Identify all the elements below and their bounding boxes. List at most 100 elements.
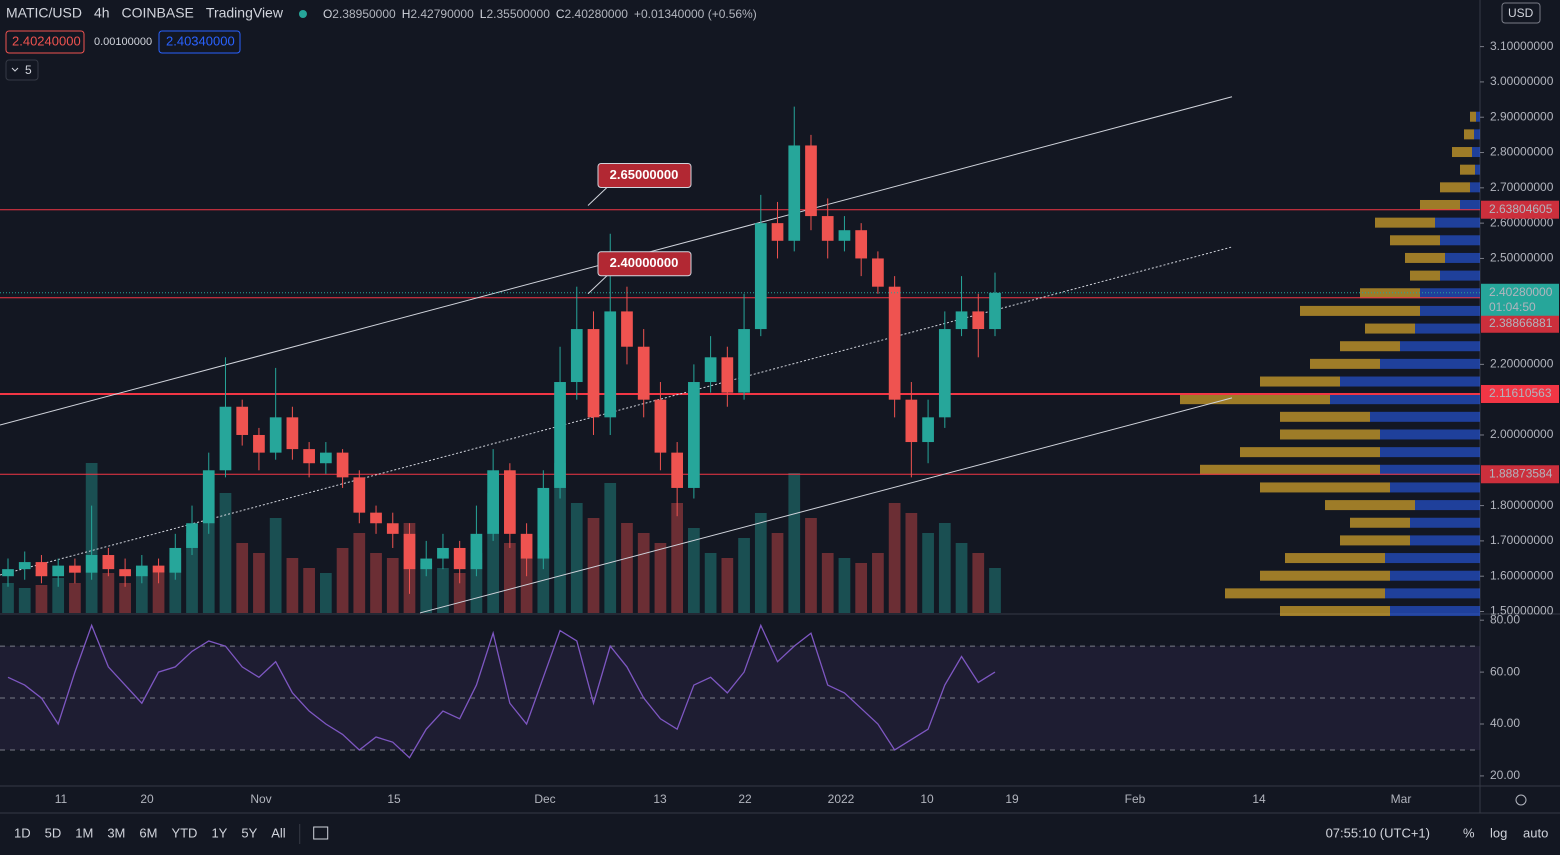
volume-bar [102, 573, 115, 613]
candle-body [554, 382, 566, 488]
candle-body [838, 230, 851, 241]
candle-body [688, 382, 700, 488]
profile-down [1310, 358, 1380, 369]
candle-body [219, 406, 232, 471]
candle-body [119, 569, 131, 577]
y-tick-label: 2.60000000 [1490, 215, 1554, 229]
candle-body [504, 470, 516, 534]
rsi-tick-label: 40.00 [1490, 716, 1520, 730]
range-button[interactable]: YTD [171, 825, 197, 840]
range-button[interactable]: 1M [75, 825, 93, 840]
candle-body [236, 406, 249, 435]
countdown: 01:04:50 [1489, 300, 1536, 314]
volume-bar [972, 553, 985, 613]
profile-down [1452, 147, 1472, 158]
range-button[interactable]: 1Y [211, 825, 227, 840]
header-interval: 4h [94, 5, 110, 21]
candle-body [888, 286, 901, 400]
candle-body [754, 223, 767, 330]
y-tick-label: 2.80000000 [1490, 145, 1554, 159]
x-tick-label: 13 [653, 792, 667, 806]
level-label: 2.38866881 [1489, 316, 1553, 330]
profile-down [1470, 111, 1476, 122]
scale-option[interactable]: % [1463, 825, 1475, 840]
volume-bar [888, 503, 901, 613]
scale-option[interactable]: log [1490, 825, 1507, 840]
x-tick-label: Nov [250, 792, 271, 806]
candle-body [286, 417, 299, 450]
y-tick-label: 3.10000000 [1490, 39, 1554, 53]
volume-bar [872, 553, 884, 613]
volume-bar [922, 533, 934, 613]
candle-body [35, 562, 48, 577]
scale-option[interactable]: auto [1523, 825, 1548, 840]
range-button[interactable]: 5D [45, 825, 62, 840]
volume-bar [704, 553, 717, 613]
profile-down [1365, 323, 1415, 334]
settings-icon[interactable] [1515, 794, 1527, 806]
legend-value: 2.38950000 [332, 7, 396, 21]
profile-down [1420, 199, 1460, 210]
y-tick-label: 2.20000000 [1490, 357, 1554, 371]
candle-body [303, 449, 315, 464]
callout-box [597, 162, 692, 188]
range-button[interactable]: 5Y [241, 825, 257, 840]
callout-label: 2.65000000 [610, 167, 679, 182]
candle-body [621, 311, 633, 347]
profile-down [1300, 305, 1420, 316]
legend-change: +0.01340000 (+0.56%) [634, 7, 757, 21]
volume-bar [621, 523, 633, 613]
volume-bar [504, 543, 516, 613]
currency-button[interactable] [1501, 2, 1541, 24]
spread: 0.00100000 [94, 36, 152, 48]
profile-down [1440, 182, 1470, 193]
candle-body [704, 357, 717, 383]
candle-body [69, 565, 81, 573]
profile-up [1445, 252, 1480, 263]
volume-bar [353, 533, 366, 613]
volume-bar [386, 558, 399, 613]
indicators-count[interactable]: 5 [25, 63, 32, 77]
volume-bar [905, 513, 918, 613]
date-range-icon[interactable] [313, 826, 329, 840]
candle-body [637, 346, 650, 400]
volume-bar [587, 518, 600, 613]
range-button[interactable]: 1D [14, 825, 31, 840]
candle-body [905, 399, 918, 443]
range-button[interactable]: 3M [107, 825, 125, 840]
candle-body [202, 470, 215, 524]
profile-up [1435, 217, 1480, 228]
indicators-toggle[interactable] [5, 59, 39, 81]
currency[interactable]: USD [1508, 6, 1534, 20]
header-source: TradingView [206, 5, 284, 21]
volume-bar [18, 588, 31, 613]
header-symbol: MATIC/USD [6, 5, 82, 21]
volume-bar [771, 533, 784, 613]
range-button[interactable]: All [271, 825, 286, 840]
volume-bar [487, 493, 499, 613]
profile-up [1440, 270, 1480, 281]
volume-bar [303, 568, 315, 613]
profile-down [1340, 341, 1400, 352]
level-label-box [1481, 200, 1559, 219]
profile-up [1470, 182, 1480, 193]
profile-down [1280, 411, 1370, 422]
legend-key: H [402, 7, 411, 21]
volume-bar [370, 553, 382, 613]
volume-bar [52, 578, 65, 613]
profile-down [1375, 217, 1435, 228]
volume-bar [319, 573, 332, 613]
volume-bar [202, 523, 215, 613]
x-tick-label: 2022 [828, 792, 855, 806]
candle-body [972, 311, 985, 330]
callout-pointer [587, 186, 609, 206]
profile-up [1390, 606, 1480, 617]
range-button[interactable]: 6M [139, 825, 157, 840]
y-tick-label: 2.90000000 [1490, 109, 1554, 123]
volume-bar [721, 558, 734, 613]
profile-down [1285, 553, 1385, 564]
profile-down [1260, 482, 1390, 493]
level-label: 2.63804605 [1489, 202, 1553, 216]
